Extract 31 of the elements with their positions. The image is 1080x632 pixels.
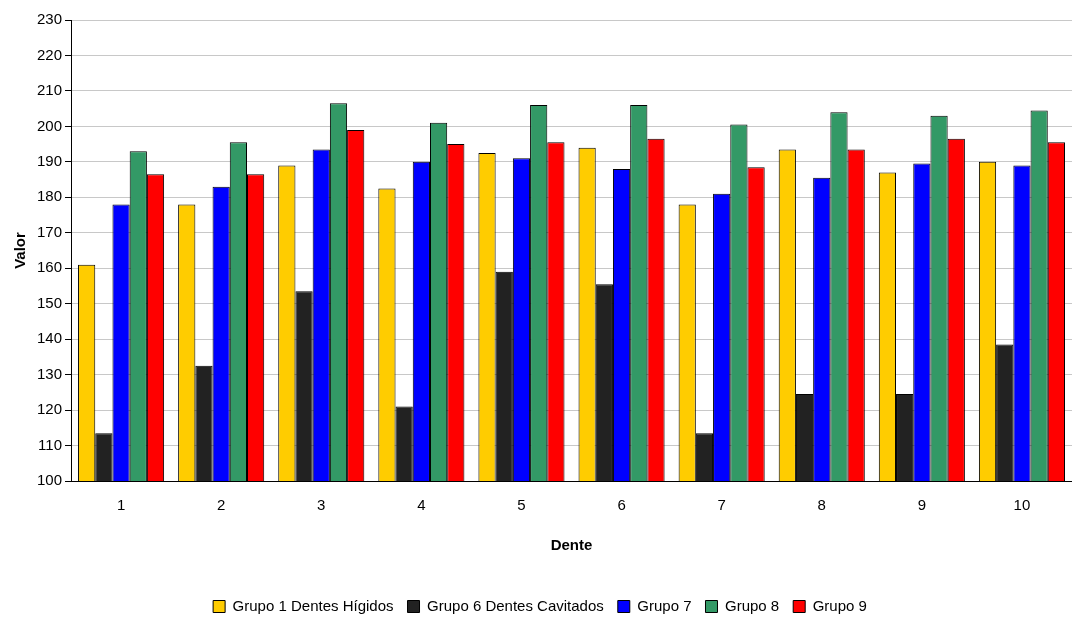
y-tick-label: 210 bbox=[37, 81, 63, 99]
x-tick-label: 9 bbox=[917, 496, 927, 514]
y-tick-label: 100 bbox=[37, 471, 63, 489]
x-tick-label: 4 bbox=[417, 496, 426, 514]
y-axis-title: Valor bbox=[11, 231, 29, 269]
x-tick-label: 7 bbox=[717, 496, 726, 514]
y-tick-label: 200 bbox=[37, 116, 63, 134]
y-tick-label: 130 bbox=[37, 364, 63, 382]
y-tick-label: 230 bbox=[37, 10, 63, 28]
x-tick-label: 6 bbox=[617, 496, 626, 514]
y-tick-label: 120 bbox=[37, 400, 63, 418]
y-tick-label: 190 bbox=[37, 151, 63, 169]
x-tick-label: 10 bbox=[1013, 496, 1031, 514]
legend-label: Grupo 9 bbox=[812, 596, 867, 614]
x-tick-label: 3 bbox=[317, 496, 326, 514]
y-tick-label: 170 bbox=[37, 222, 63, 240]
x-axis-title: Dente bbox=[550, 536, 593, 554]
y-tick-label: 160 bbox=[37, 258, 63, 276]
x-tick-label: 8 bbox=[817, 496, 826, 514]
x-tick-label: 1 bbox=[116, 496, 126, 514]
y-tick-label: 180 bbox=[37, 187, 63, 205]
x-tick-label: 5 bbox=[517, 496, 526, 514]
x-tick-label: 2 bbox=[217, 496, 226, 514]
legend-label: Grupo 7 bbox=[637, 596, 692, 614]
legend-label: Grupo 1 Dentes Hígidos bbox=[232, 596, 394, 614]
legend-label: Grupo 8 bbox=[724, 596, 780, 614]
y-tick-label: 150 bbox=[37, 293, 63, 311]
y-tick-label: 140 bbox=[37, 329, 63, 347]
legend-label: Grupo 6 Dentes Cavitados bbox=[427, 596, 604, 614]
y-tick-label: 220 bbox=[37, 45, 63, 63]
y-tick-label: 110 bbox=[38, 435, 63, 453]
